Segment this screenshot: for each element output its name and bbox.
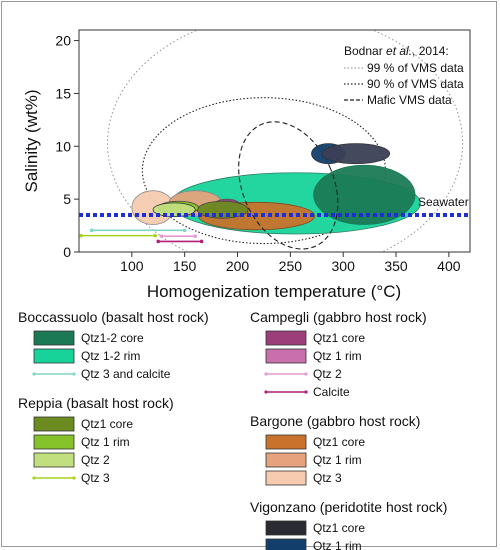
legend-swatch-end	[304, 390, 308, 394]
legend-swatch-bargone-gabbro-host-rock-qtz-1-rim	[265, 452, 307, 468]
field-bodnar-mafic-vms	[238, 121, 339, 250]
x-tick-label: 100	[120, 258, 144, 274]
legend-group-title-campegli-gabbro-host-rock: Campegli (gabbro host rock)	[250, 309, 427, 325]
legend-swatch-end	[32, 476, 36, 480]
legend-label-reppia-basalt-host-rock-qtz-2: Qtz 2	[81, 453, 110, 467]
legend-group-title-bargone-gabbro-host-rock: Bargone (gabbro host rock)	[250, 413, 420, 429]
x-tick-label: 400	[437, 258, 461, 274]
legend-label-campegli-gabbro-host-rock-qtz-2: Qtz 2	[313, 367, 342, 381]
legend-label-vigonzano-peridotite-host-rock-qtz1-core: Qtz1 core	[313, 521, 365, 535]
sample-legend: Boccassuolo (basalt host rock) Qtz1-2 cor…	[18, 309, 447, 550]
legend-label-campegli-gabbro-host-rock-qtz-1-rim: Qtz 1 rim	[313, 349, 362, 363]
ref-90-label: 90 % of VMS data	[367, 77, 464, 91]
range-end-campegli-calcite	[199, 239, 204, 244]
legend-swatch-end	[32, 372, 36, 376]
legend-swatch-end	[72, 476, 76, 480]
range-end-boccassuolo-qtz-3-and-calcite	[182, 228, 187, 233]
y-tick-label: 0	[63, 244, 71, 260]
legend-label-reppia-basalt-host-rock-qtz1-core: Qtz1 core	[81, 417, 133, 431]
range-end-reppia-qtz-3	[153, 233, 157, 238]
range-end-campegli-qtz-2	[193, 234, 198, 238]
ref-mafic-label: Mafic VMS data	[367, 93, 452, 107]
legend-group-title-vigonzano-peridotite-host-rock: Vigonzano (peridotite host rock)	[250, 499, 447, 515]
legend-label-bargone-gabbro-host-rock-qtz-1-rim: Qtz 1 rim	[313, 453, 362, 467]
legend-swatch-bargone-gabbro-host-rock-qtz-3	[265, 470, 307, 486]
legend-label-bargone-gabbro-host-rock-qtz-3: Qtz 3	[313, 471, 342, 485]
range-end-campegli-calcite	[156, 239, 161, 244]
legend-swatch-reppia-basalt-host-rock-qtz1-core	[33, 416, 75, 432]
y-axis-label: Salinity (wt%)	[22, 90, 41, 193]
x-tick-label: 350	[384, 258, 408, 274]
legend-label-reppia-basalt-host-rock-qtz-1-rim: Qtz 1 rim	[81, 435, 130, 449]
reference-legend: Bodnar et al., 2014: 99 % of VMS data 90…	[344, 44, 464, 107]
legend-label-campegli-gabbro-host-rock-calcite: Calcite	[313, 385, 350, 399]
range-end-boccassuolo-qtz-3-and-calcite	[89, 228, 94, 233]
x-tick-label: 300	[332, 258, 356, 274]
range-end-campegli-qtz-2	[159, 234, 164, 238]
x-tick-label: 250	[279, 258, 303, 274]
x-axis-label: Homogenization temperature (°C)	[147, 282, 401, 301]
y-tick-label: 20	[55, 33, 71, 49]
seawater-label: Seawater	[418, 195, 469, 209]
legend-swatch-campegli-gabbro-host-rock-qtz1-core	[265, 330, 307, 346]
legend-swatch-end	[264, 390, 268, 394]
legend-label-boccassuolo-basalt-host-rock-qtz-1-2-rim: Qtz 1-2 rim	[81, 349, 140, 363]
legend-swatch-vigonzano-peridotite-host-rock-qtz1-core	[265, 520, 307, 536]
legend-label-vigonzano-peridotite-host-rock-qtz-1-rim: Qtz 1 rim	[313, 539, 362, 550]
legend-swatch-end	[72, 372, 76, 376]
legend-label-boccassuolo-basalt-host-rock-qtz1-2-core: Qtz1-2 core	[81, 331, 144, 345]
legend-label-bargone-gabbro-host-rock-qtz1-core: Qtz1 core	[313, 435, 365, 449]
legend-label-boccassuolo-basalt-host-rock-qtz-3-and-calcite: Qtz 3 and calcite	[81, 367, 171, 381]
ref-99-label: 99 % of VMS data	[367, 61, 464, 75]
legend-group-title-boccassuolo-basalt-host-rock: Boccassuolo (basalt host rock)	[18, 309, 209, 325]
field-boccassuolo-qtz1-2-core	[313, 164, 416, 225]
y-tick-label: 5	[63, 191, 71, 207]
y-tick-label: 10	[55, 138, 71, 154]
range-end-reppia-qtz-3	[79, 233, 83, 238]
field-vigonzano-qtz1-core	[321, 143, 391, 165]
legend-swatch-vigonzano-peridotite-host-rock-qtz-1-rim	[265, 538, 307, 550]
reference-title: Bodnar et al., 2014:	[344, 44, 449, 58]
legend-swatch-reppia-basalt-host-rock-qtz-1-rim	[33, 434, 75, 450]
legend-swatch-end	[264, 372, 268, 376]
legend-swatch-reppia-basalt-host-rock-qtz-2	[33, 452, 75, 468]
x-tick-label: 150	[173, 258, 197, 274]
legend-label-reppia-basalt-host-rock-qtz-3: Qtz 3	[81, 471, 110, 485]
legend-swatch-boccassuolo-basalt-host-rock-qtz1-2-core	[33, 330, 75, 346]
y-tick-label: 15	[55, 85, 71, 101]
legend-swatch-boccassuolo-basalt-host-rock-qtz-1-2-rim	[33, 348, 75, 364]
x-tick-label: 200	[226, 258, 250, 274]
legend-swatch-end	[304, 372, 308, 376]
field-bodnar-99	[107, 30, 464, 252]
legend-label-campegli-gabbro-host-rock-qtz1-core: Qtz1 core	[313, 331, 365, 345]
legend-swatch-bargone-gabbro-host-rock-qtz1-core	[265, 434, 307, 450]
legend-swatch-campegli-gabbro-host-rock-qtz-1-rim	[265, 348, 307, 364]
legend-group-title-reppia-basalt-host-rock: Reppia (basalt host rock)	[18, 395, 174, 411]
